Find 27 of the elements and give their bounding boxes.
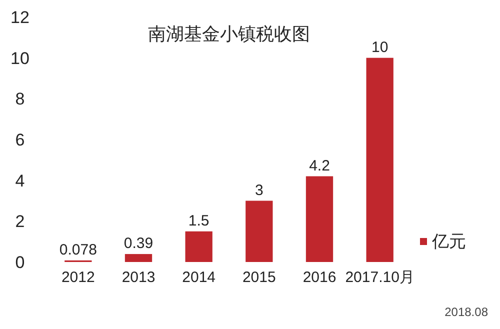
legend-label: 亿元 [431, 232, 466, 251]
data-label: 1.5 [188, 212, 210, 230]
data-label: 0.078 [59, 241, 97, 258]
bar [366, 58, 394, 262]
bar [185, 231, 212, 262]
y-tick-label: 8 [15, 90, 25, 109]
bar [306, 176, 334, 262]
x-tick-label: 2013 [122, 269, 156, 286]
text: 2018.08 [444, 305, 488, 319]
x-tick-label: 2015 [242, 269, 276, 286]
chart-title: 南湖基金小镇税收图 [148, 24, 310, 44]
x-tick-label: 2014 [182, 269, 216, 286]
data-label: 3 [254, 182, 264, 199]
x-tick-label: 2017.10月 [345, 269, 414, 286]
bar [124, 254, 152, 262]
y-tick-label: 12 [10, 8, 30, 27]
data-label: 10 [371, 38, 388, 56]
y-tick-label: 6 [15, 130, 25, 150]
data-label: 0.39 [124, 235, 154, 252]
y-tick-label: 0 [15, 253, 25, 272]
y-tick-label: 2 [15, 212, 25, 232]
x-tick-label: 2012 [61, 269, 95, 286]
x-tick-label: 2016 [302, 269, 336, 286]
data-label: 4.2 [309, 157, 330, 174]
y-tick-label: 4 [15, 171, 25, 190]
y-tick-label: 10 [10, 48, 30, 68]
bar [246, 200, 273, 262]
